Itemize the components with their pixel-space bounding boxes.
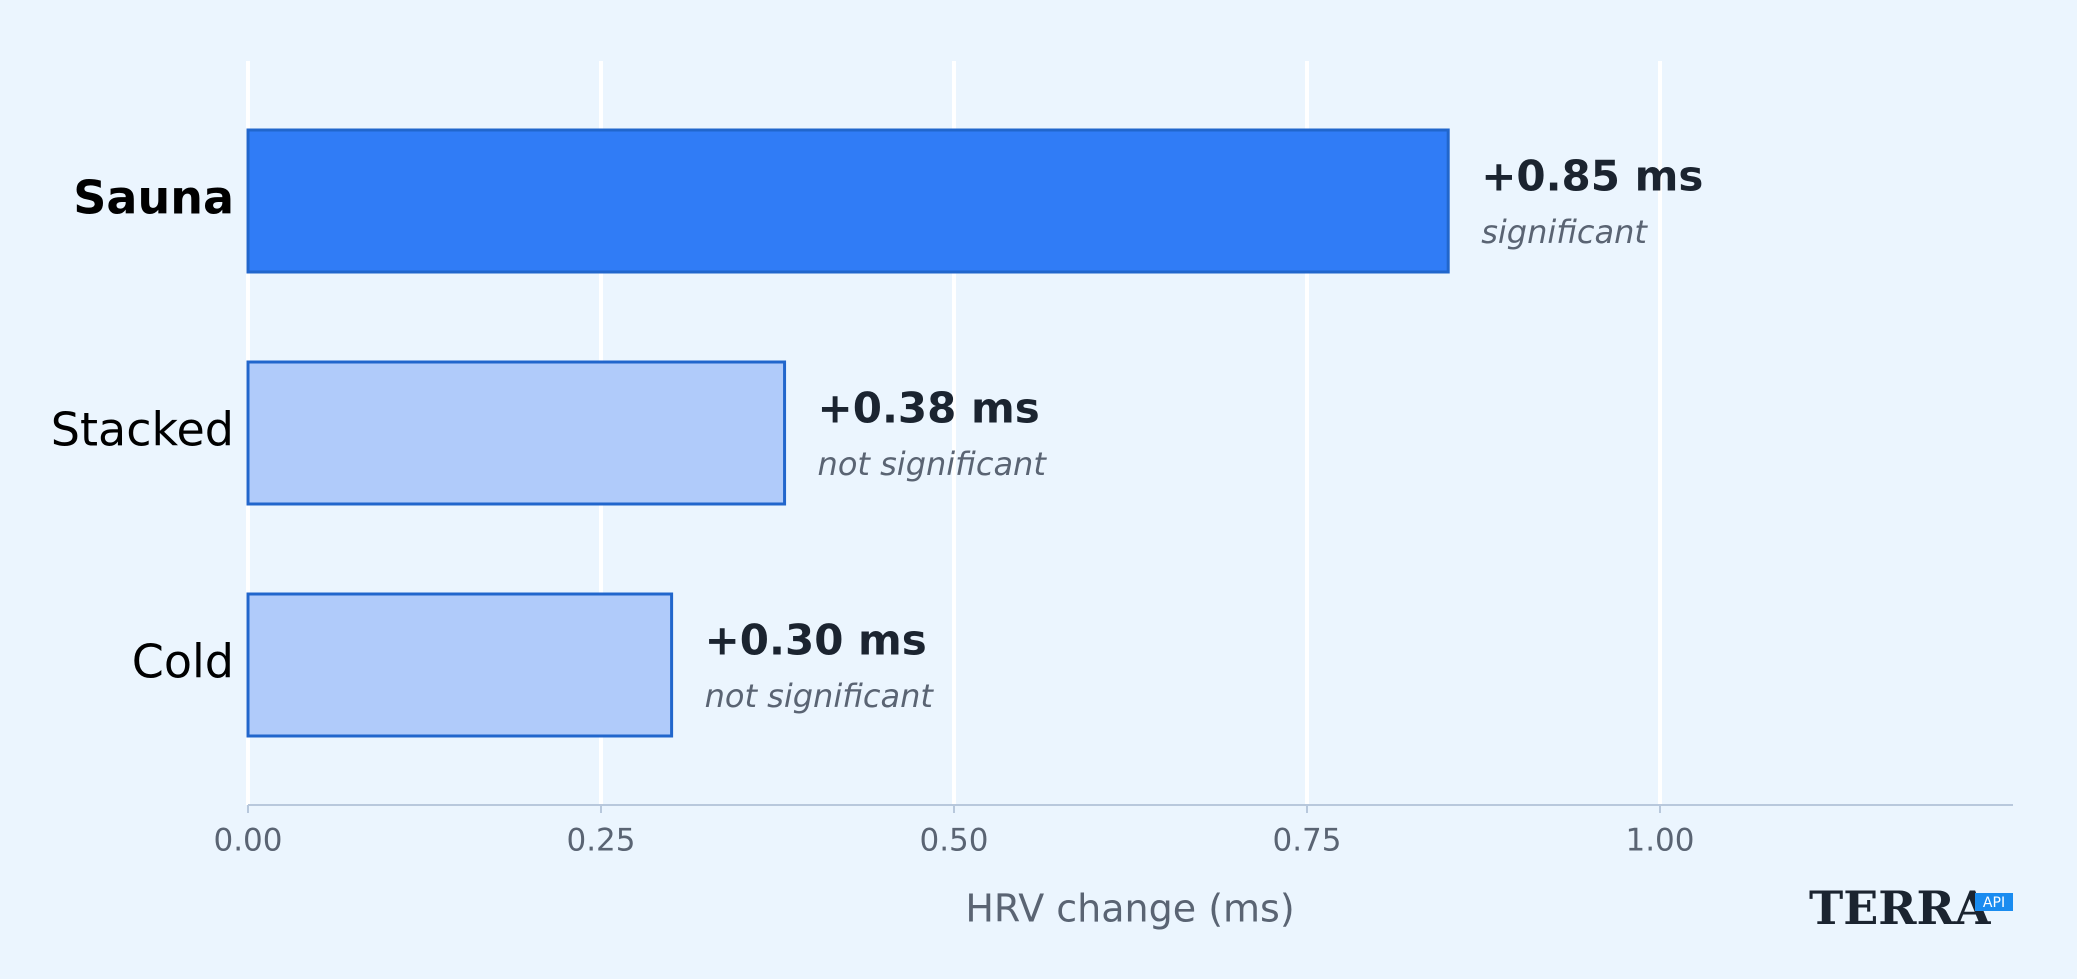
bar (246, 592, 674, 738)
x-tick-label: 0.50 (919, 823, 988, 859)
x-tick-label: 0.25 (566, 823, 635, 859)
logo-badge (1975, 893, 2013, 911)
value-label: +0.38 ms (818, 384, 1040, 433)
x-axis-title: HRV change (ms) (965, 887, 1294, 931)
annotation: significant (1481, 213, 1648, 251)
y-tick-label: Cold (132, 635, 234, 689)
bar (246, 128, 1450, 274)
bar (246, 360, 787, 506)
annotation: not significant (705, 677, 935, 715)
logo-text: TERRA (1809, 881, 1992, 935)
x-tick-label: 0.00 (213, 823, 282, 859)
logo: TERRA API (1809, 881, 2013, 935)
y-tick-label: Stacked (51, 403, 234, 457)
value-label: +0.30 ms (705, 616, 927, 665)
y-tick-label: Sauna (73, 171, 234, 225)
value-label: +0.85 ms (1481, 152, 1703, 201)
x-tick-label: 1.00 (1625, 823, 1694, 859)
annotation: not significant (818, 445, 1048, 483)
x-tick-label: 0.75 (1272, 823, 1341, 859)
logo-badge-text: API (1983, 895, 2005, 911)
